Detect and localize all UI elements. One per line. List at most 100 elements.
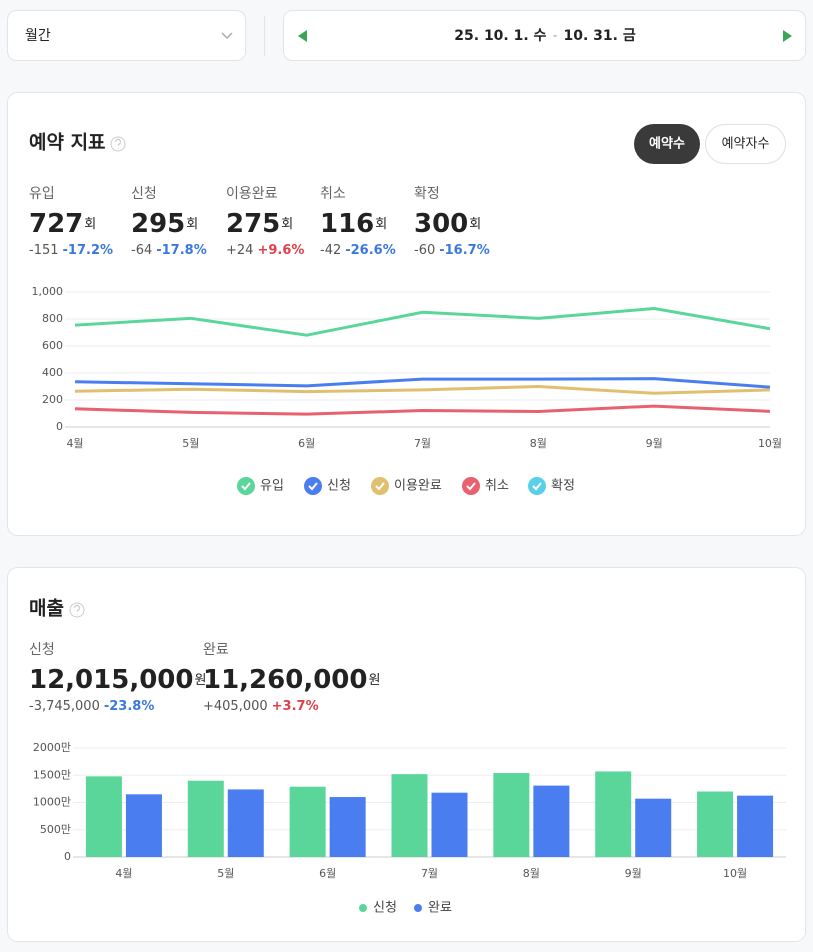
legend-item[interactable]: 신청 [359, 901, 397, 916]
metric-unit: 원 [194, 673, 206, 688]
delta: -42 [320, 243, 341, 258]
legend-marker[interactable] [371, 477, 389, 495]
bar [697, 791, 734, 857]
bar [431, 792, 468, 857]
x-tick-label: 9월 [625, 867, 642, 880]
card-title: 매출 [29, 598, 64, 620]
x-tick-label: 4월 [66, 437, 83, 450]
legend-label[interactable]: 확정 [551, 479, 575, 494]
delta-pct: -23.8% [104, 699, 155, 714]
chevron[interactable] [221, 32, 233, 40]
legend-item[interactable]: 신청 [304, 477, 351, 495]
y-tick-label: 1,000 [32, 285, 64, 298]
legend-label[interactable]: 완료 [428, 901, 452, 916]
legend-marker[interactable] [359, 904, 367, 912]
legend-item[interactable]: 유입 [237, 477, 284, 495]
metric-delta: +405,000 +3.7% [203, 699, 319, 714]
metric-number: 295 [131, 209, 185, 239]
next-arrow[interactable] [783, 30, 792, 42]
metric-value: 12,015,000원 [29, 665, 206, 695]
help-icon[interactable] [69, 602, 85, 618]
line [74, 306, 771, 337]
x-tick-label: 7월 [414, 437, 431, 450]
bar [595, 771, 632, 857]
legend-marker[interactable] [304, 477, 322, 495]
x-tick-label: 10월 [758, 437, 782, 450]
bar [737, 795, 774, 857]
y-tick-label: 2000만 [33, 741, 71, 754]
metric-number: 727 [29, 209, 83, 239]
metric-number: 12,015,000 [29, 665, 193, 695]
select-box[interactable] [7, 10, 246, 61]
x-tick-label: 10월 [723, 867, 747, 880]
delta-pct: -17.2% [63, 243, 114, 258]
metric-label: 유입 [29, 186, 55, 202]
bar [227, 789, 264, 857]
prev-arrow[interactable] [298, 30, 307, 42]
y-tick-label: 400 [42, 366, 63, 379]
legend-marker[interactable] [414, 904, 422, 912]
y-tick-label: 1500만 [33, 768, 71, 781]
x-tick-label: 6월 [298, 437, 315, 450]
date-separator: - [552, 28, 557, 44]
legend-check[interactable] [308, 482, 318, 491]
metric-label: 이용완료 [226, 186, 278, 202]
date-end: 10. 31. 금 [564, 28, 636, 44]
metric-unit: 회 [281, 217, 293, 232]
legend-label[interactable]: 신청 [373, 901, 397, 916]
date-start: 25. 10. 1. 수 [454, 28, 546, 44]
select-label[interactable]: 월간 [25, 28, 51, 44]
legend-label[interactable]: 이용완료 [394, 479, 442, 494]
delta-pct: -16.7% [439, 243, 490, 258]
metric-delta: -3,745,000 -23.8% [29, 699, 154, 714]
metric-label: 신청 [29, 642, 55, 658]
bar [391, 774, 428, 857]
toggle-label[interactable]: 예약자수 [722, 137, 770, 152]
legend-check[interactable] [241, 482, 251, 491]
toggle-label[interactable]: 예약수 [649, 136, 685, 152]
x-tick-label: 7월 [421, 867, 438, 880]
y-tick-label: 800 [42, 312, 63, 325]
legend-check[interactable] [466, 482, 476, 491]
date-range: 25. 10. 1. 수 -10. 31. 금 [454, 28, 636, 44]
bar [533, 785, 570, 857]
toggle-active[interactable] [634, 124, 700, 164]
delta: -3,745,000 [29, 699, 100, 714]
help-icon[interactable] [110, 136, 126, 152]
legend-item[interactable]: 이용완료 [371, 477, 442, 495]
legend-marker[interactable] [237, 477, 255, 495]
metric-delta: -42 -26.6% [320, 243, 396, 258]
toggle[interactable] [705, 124, 786, 164]
period-select[interactable]: 월간 [7, 10, 246, 61]
card-title: 예약 지표 [29, 132, 106, 154]
delta: +24 [226, 243, 253, 258]
metric-value: 11,260,000원 [203, 665, 380, 695]
legend-label[interactable]: 신청 [327, 479, 351, 494]
delta: +405,000 [203, 699, 268, 714]
legend-item[interactable]: 취소 [462, 477, 509, 495]
delta: -64 [131, 243, 152, 258]
metric-value: 275회 [226, 209, 293, 239]
legend-marker[interactable] [528, 477, 546, 495]
legend-label[interactable]: 유입 [260, 479, 284, 494]
line [74, 377, 771, 389]
legend-item[interactable]: 완료 [414, 901, 452, 916]
legend-item[interactable]: 확정 [528, 477, 575, 495]
bar [289, 786, 326, 857]
metric-number: 11,260,000 [203, 665, 367, 695]
legend-check[interactable] [375, 482, 385, 491]
metric-value: 295회 [131, 209, 198, 239]
bar [493, 773, 530, 857]
x-tick-label: 5월 [217, 867, 234, 880]
line [74, 404, 771, 416]
metric-value: 727회 [29, 209, 96, 239]
legend-marker[interactable] [462, 477, 480, 495]
y-tick-label: 200 [42, 393, 63, 406]
legend-label[interactable]: 취소 [485, 479, 509, 494]
x-tick-label: 5월 [182, 437, 199, 450]
legend-check[interactable] [532, 482, 542, 491]
delta-pct: -17.8% [156, 243, 207, 258]
